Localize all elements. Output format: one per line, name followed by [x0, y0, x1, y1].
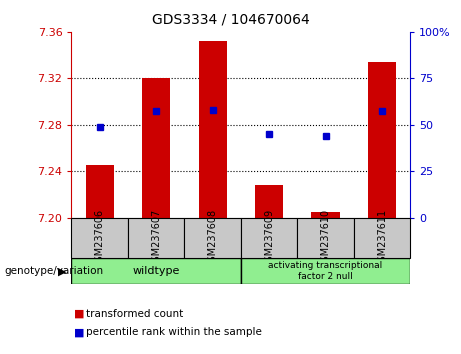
Text: transformed count: transformed count: [86, 309, 183, 319]
Bar: [297, 218, 354, 258]
Text: GSM237611: GSM237611: [377, 209, 387, 268]
Text: GSM237609: GSM237609: [264, 209, 274, 268]
Bar: [241, 258, 410, 284]
Bar: [142, 78, 170, 218]
Text: genotype/variation: genotype/variation: [5, 266, 104, 276]
Bar: [241, 218, 297, 258]
Text: GDS3334 / 104670064: GDS3334 / 104670064: [152, 12, 309, 27]
Bar: [184, 218, 241, 258]
Text: GSM237606: GSM237606: [95, 209, 105, 268]
Text: GSM237608: GSM237608: [207, 209, 218, 268]
Text: ▶: ▶: [59, 266, 67, 276]
Text: GSM237610: GSM237610: [320, 209, 331, 268]
Text: percentile rank within the sample: percentile rank within the sample: [86, 327, 262, 337]
Text: ■: ■: [74, 309, 84, 319]
Text: wildtype: wildtype: [132, 266, 180, 276]
Bar: [368, 62, 396, 218]
Bar: [255, 185, 283, 218]
Bar: [128, 218, 184, 258]
Bar: [71, 258, 241, 284]
Bar: [354, 218, 410, 258]
Text: GSM237607: GSM237607: [151, 209, 161, 268]
Bar: [199, 41, 227, 218]
Bar: [312, 212, 340, 218]
Text: activating transcriptional
factor 2 null: activating transcriptional factor 2 null: [268, 262, 383, 281]
Bar: [86, 165, 114, 218]
Text: ■: ■: [74, 327, 84, 337]
Bar: [71, 218, 128, 258]
